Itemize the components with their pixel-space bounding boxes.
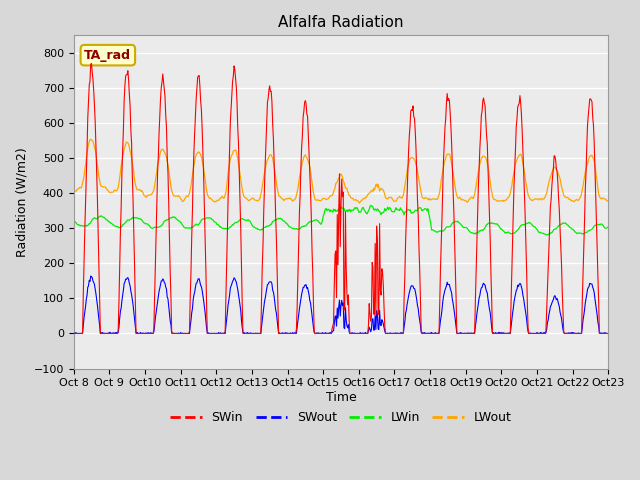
Title: Alfalfa Radiation: Alfalfa Radiation (278, 15, 404, 30)
Text: TA_rad: TA_rad (84, 48, 131, 61)
Legend: SWin, SWout, LWin, LWout: SWin, SWout, LWin, LWout (165, 406, 516, 429)
Y-axis label: Radiation (W/m2): Radiation (W/m2) (15, 147, 28, 257)
X-axis label: Time: Time (326, 391, 356, 404)
